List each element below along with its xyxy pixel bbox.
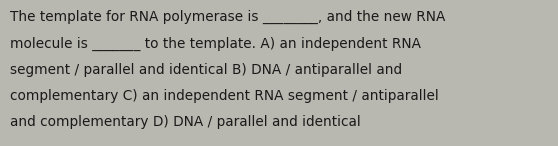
Text: and complementary D) DNA / parallel and identical: and complementary D) DNA / parallel and …: [10, 115, 361, 129]
Text: The template for RNA polymerase is ________, and the new RNA: The template for RNA polymerase is _____…: [10, 10, 445, 24]
Text: segment / parallel and identical B) DNA / antiparallel and: segment / parallel and identical B) DNA …: [10, 63, 402, 77]
Text: molecule is _______ to the template. A) an independent RNA: molecule is _______ to the template. A) …: [10, 36, 421, 51]
Text: complementary C) an independent RNA segment / antiparallel: complementary C) an independent RNA segm…: [10, 89, 439, 103]
